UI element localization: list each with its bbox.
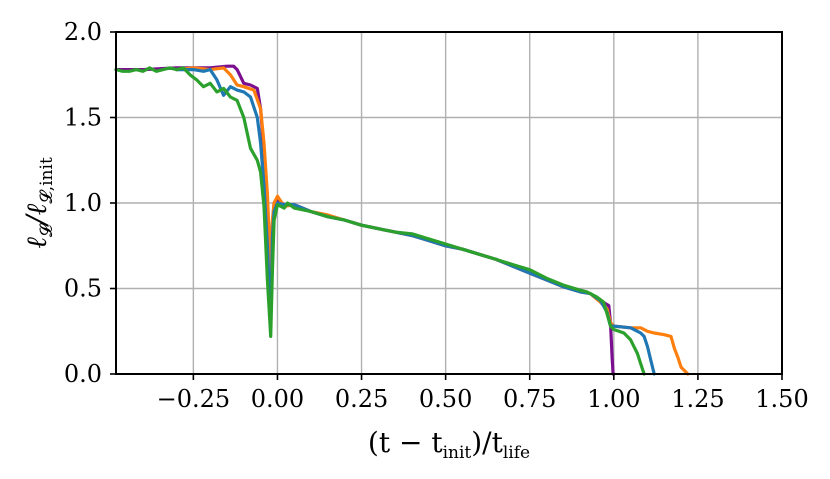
x-tick-label: 1.50	[755, 385, 808, 413]
x-tick-label: 0.75	[503, 385, 556, 413]
grid-layer	[116, 31, 783, 375]
y-tick-label: 1.0	[64, 189, 102, 217]
x-axis-label-sub2: life	[503, 443, 530, 463]
y-tick-label: 1.5	[64, 104, 102, 132]
x-tick-label: 1.25	[671, 385, 724, 413]
y-axis-label-sub2: 𝓛,init	[37, 157, 57, 204]
x-axis-label-base: (t − t	[368, 426, 443, 459]
x-tick-label: 0.00	[251, 385, 304, 413]
x-axis-label-mid: )/t	[471, 426, 503, 459]
y-tick-label: 0.0	[64, 360, 102, 388]
y-tick-label: 0.5	[64, 275, 102, 303]
x-tick-label: −0.25	[157, 385, 231, 413]
series-line-3	[174, 68, 656, 376]
series-line-1	[114, 64, 616, 376]
series-line-4	[114, 66, 646, 376]
series-layer	[114, 64, 690, 376]
x-tick-label: 0.50	[419, 385, 472, 413]
y-axis-label-mid: /ℓ	[20, 203, 53, 227]
tick-layer: −0.25 0.00 0.25 0.50 0.75 1.00 1.25 1.50 0.0 0.5 1…	[64, 18, 809, 413]
y-axis-label-base: ℓ	[20, 237, 53, 249]
y-axis-label: ℓ𝓛/ℓ𝓛,init	[20, 157, 57, 249]
y-axis-label-sub1: 𝓛	[37, 222, 57, 237]
x-axis-label-sub1: init	[443, 443, 472, 463]
x-tick-label: 1.00	[587, 385, 640, 413]
x-axis-label: (t − tinit)/tlife	[368, 426, 530, 463]
x-tick-label: 0.25	[335, 385, 388, 413]
y-tick-label: 2.0	[64, 18, 102, 46]
